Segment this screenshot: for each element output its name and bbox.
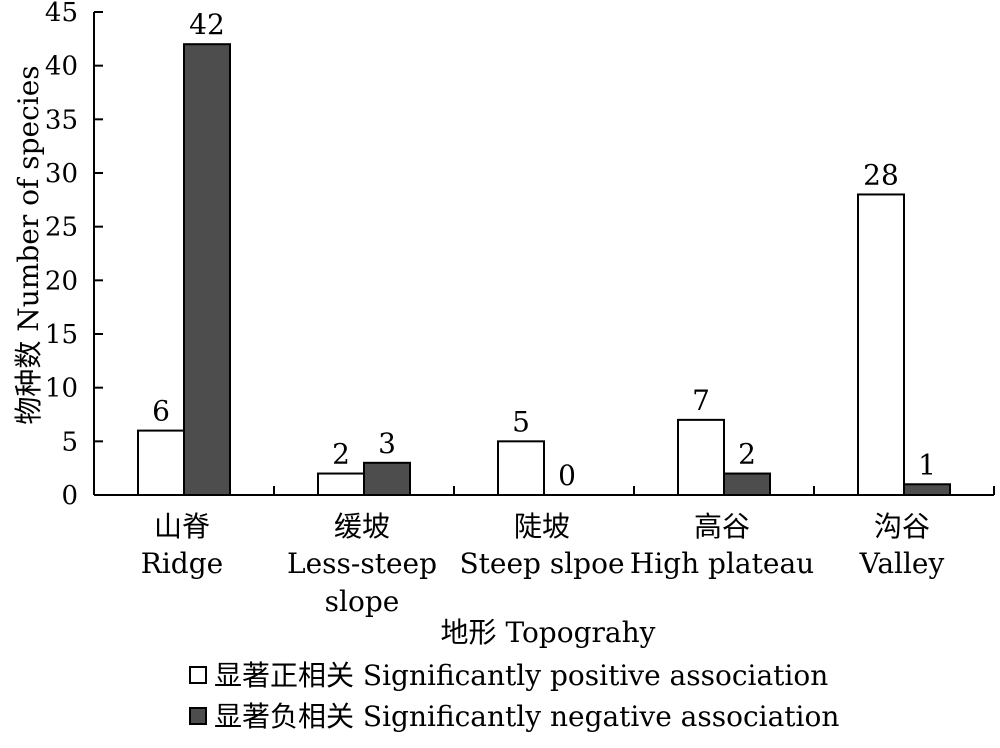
legend-label: 显著负相关 Significantly negative association bbox=[214, 700, 839, 733]
x-axis-title: 地形 Topograhy bbox=[441, 616, 656, 649]
legend-swatch-negative bbox=[189, 707, 207, 725]
value-label: 0 bbox=[558, 459, 576, 492]
bar-negative bbox=[723, 472, 771, 496]
category-label-en: Valley bbox=[859, 547, 945, 580]
category-label-en: High plateau bbox=[630, 547, 814, 580]
category-label-zh: 缓坡 bbox=[334, 510, 390, 543]
value-label: 42 bbox=[189, 8, 225, 41]
categories-layer: 山脊 Ridge 缓坡 Less-steep slope 陡坡 Steep slpoe 高谷 H… bbox=[141, 510, 945, 618]
category-label-en: Steep slpoe bbox=[459, 547, 624, 580]
category-label-en: Ridge bbox=[141, 547, 223, 580]
bar-positive bbox=[317, 472, 365, 496]
legend-swatch-positive bbox=[189, 666, 207, 684]
bar-positive bbox=[677, 418, 725, 496]
y-tick-label: 10 bbox=[45, 374, 78, 404]
value-label: 2 bbox=[738, 438, 756, 471]
y-tick-label: 30 bbox=[45, 159, 78, 189]
legend: 显著正相关 Significantly positive association… bbox=[189, 659, 839, 733]
bar-positive bbox=[497, 440, 545, 497]
value-label: 28 bbox=[863, 158, 899, 191]
bar-positive bbox=[857, 193, 905, 496]
value-label: 2 bbox=[332, 438, 350, 471]
y-tick-label: 5 bbox=[61, 427, 78, 457]
value-label: 1 bbox=[918, 448, 936, 481]
bar-positive bbox=[137, 429, 185, 497]
category-label-zh: 陡坡 bbox=[514, 510, 570, 543]
value-label: 5 bbox=[512, 405, 530, 438]
bar-negative bbox=[363, 461, 411, 496]
value-label: 6 bbox=[152, 395, 170, 428]
bar-negative bbox=[183, 43, 231, 496]
y-tick-label: 40 bbox=[45, 52, 78, 82]
legend-label: 显著正相关 Significantly positive association bbox=[214, 659, 828, 692]
y-tick-label: 20 bbox=[45, 266, 78, 296]
category-label-en: slope bbox=[325, 585, 400, 618]
y-tick-label: 35 bbox=[45, 105, 78, 135]
category-label-zh: 沟谷 bbox=[874, 510, 930, 543]
y-tick-label: 45 bbox=[45, 0, 78, 28]
value-label: 3 bbox=[378, 427, 396, 460]
y-tick-label: 25 bbox=[45, 213, 78, 243]
y-tick-label: 0 bbox=[61, 481, 78, 511]
y-axis-title: 物种数 Number of species bbox=[12, 65, 45, 424]
axes-layer bbox=[93, 12, 994, 496]
bars-layer bbox=[137, 43, 951, 497]
y-tick-label: 15 bbox=[45, 320, 78, 350]
value-label: 7 bbox=[692, 384, 710, 417]
category-label-zh: 山脊 bbox=[154, 510, 210, 543]
category-label-zh: 高谷 bbox=[694, 510, 750, 543]
category-label-en: Less-steep bbox=[287, 547, 437, 580]
bar-negative bbox=[903, 483, 951, 496]
